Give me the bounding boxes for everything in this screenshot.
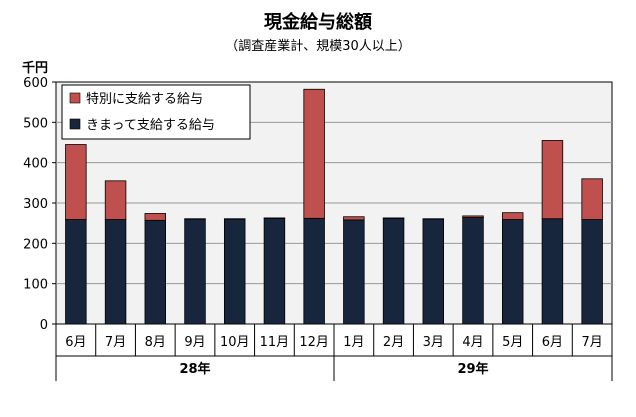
- x-tick-label: 7月: [582, 335, 603, 350]
- legend-label-regular: きまって支給する給与: [86, 118, 215, 133]
- x-tick-label: 5月: [502, 335, 523, 350]
- x-tick-label: 3月: [423, 335, 444, 350]
- x-tick-label: 4月: [462, 335, 483, 350]
- x-tick-label: 12月: [299, 335, 329, 350]
- chart-title: 現金給与総額: [264, 11, 372, 33]
- legend-swatch-regular: [69, 118, 81, 130]
- legend-label-special: 特別に支給する給与: [86, 92, 203, 107]
- year-group-label: 29年: [457, 361, 488, 377]
- bar-regular-7: [343, 219, 365, 325]
- bar-regular-4: [223, 218, 246, 325]
- bar-special-10: [462, 215, 484, 218]
- year-group-label: 28年: [179, 361, 210, 377]
- bar-special-11: [501, 212, 524, 220]
- bar-regular-9: [422, 218, 445, 325]
- legend-box: [61, 84, 251, 140]
- x-tick-label: 9月: [184, 335, 205, 350]
- legend-swatch-special: [69, 92, 81, 104]
- bar-regular-1: [104, 219, 127, 325]
- y-tick-label: 0: [40, 318, 48, 333]
- bar-regular-6: [303, 217, 325, 325]
- legend: 特別に支給する給与 きまって支給する給与: [61, 84, 251, 140]
- y-tick-label: 100: [23, 278, 48, 293]
- y-tick-label: 400: [23, 157, 48, 172]
- bar-regular-13: [581, 219, 603, 325]
- x-tick-label: 6月: [65, 335, 86, 350]
- chart-subtitle: （調査産業計、規模30人以上）: [225, 38, 411, 54]
- bar-special-6: [303, 88, 325, 219]
- bar-regular-11: [501, 219, 524, 325]
- bar-regular-12: [541, 218, 564, 325]
- bar-regular-0: [65, 219, 87, 325]
- y-tick-label: 600: [23, 76, 48, 91]
- y-tick-label: 300: [23, 197, 48, 212]
- bar-special-12: [541, 140, 564, 220]
- x-tick-label: 7月: [105, 335, 126, 350]
- x-tick-label: 10月: [220, 335, 250, 350]
- y-axis-ticks: 0 100 200 300 400 500 600: [23, 76, 56, 333]
- bar-special-0: [65, 144, 87, 220]
- bar-regular-2: [144, 219, 167, 325]
- x-tick-label: 8月: [145, 335, 166, 350]
- x-tick-label: 11月: [260, 335, 290, 350]
- bar-special-2: [144, 213, 167, 221]
- bar-regular-8: [382, 217, 405, 325]
- y-axis-unit: 千円: [22, 60, 48, 76]
- bars: [65, 88, 603, 325]
- bar-special-13: [581, 178, 603, 220]
- x-tick-label: 6月: [542, 335, 563, 350]
- bar-special-7: [343, 216, 365, 221]
- bar-regular-10: [462, 217, 484, 325]
- bar-regular-3: [184, 218, 206, 325]
- x-tick-label: 1月: [343, 335, 364, 350]
- bar-special-1: [104, 180, 127, 220]
- x-axis: 6月 7月 8月 9月 10月 11月 12月 1月 2月 3月 4月 5月 6月 7月 28年 29年: [55, 324, 613, 381]
- y-tick-label: 500: [23, 116, 48, 131]
- y-tick-label: 200: [23, 237, 48, 252]
- x-tick-label: 2月: [383, 335, 404, 350]
- bar-regular-5: [263, 217, 286, 325]
